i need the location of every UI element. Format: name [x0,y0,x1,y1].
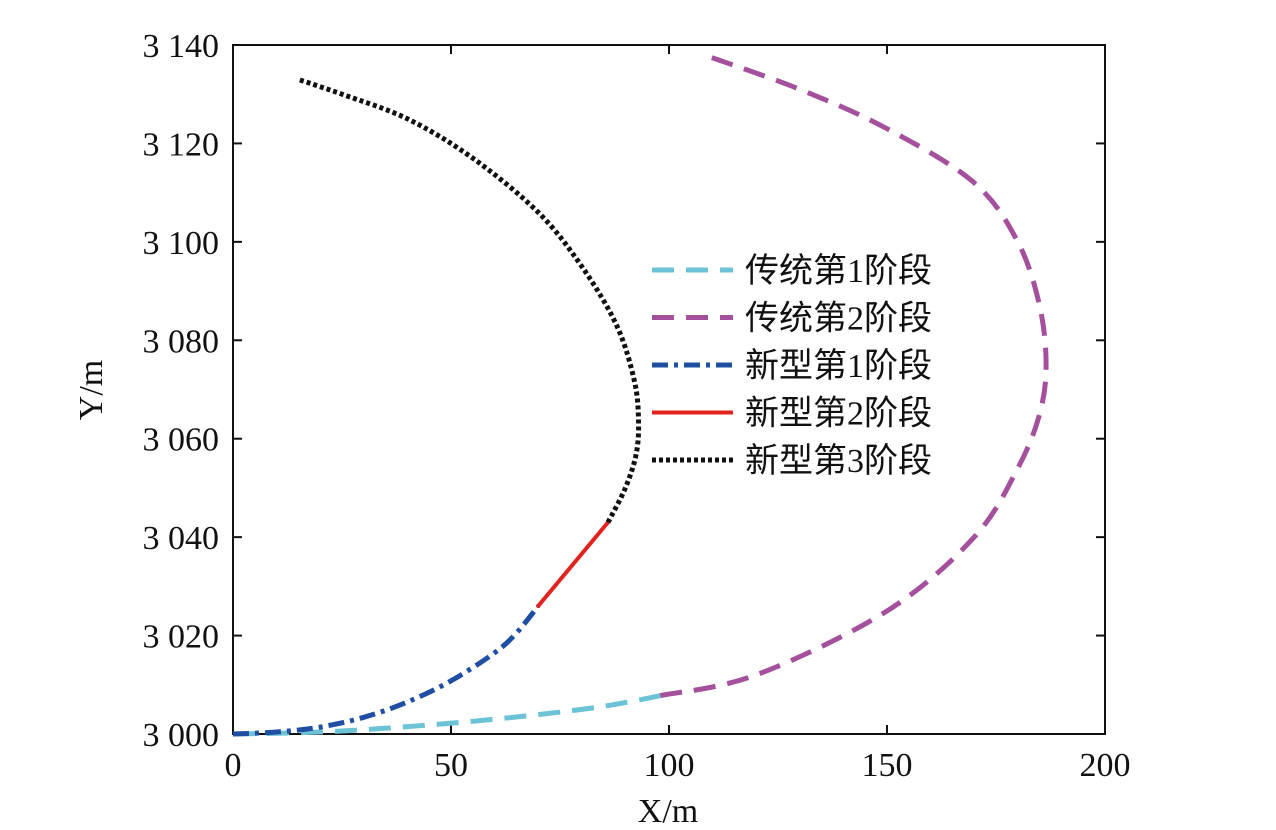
plot-frame [232,44,1106,735]
y-tick-label: 3 060 [143,422,220,459]
legend-entry: 传统第2阶段 [652,300,932,338]
x-tick-label: 150 [862,747,913,784]
tick-marks [232,44,1106,735]
series-line-5 [297,77,642,524]
legend-label: 新型第2阶段 [745,395,932,433]
y-tick-label: 3 120 [143,126,220,163]
legend-entry: 传统第1阶段 [652,252,932,290]
series-line-1 [232,693,661,737]
legend-label: 新型第1阶段 [745,347,932,385]
y-tick-label: 3 140 [143,28,220,65]
legend-label: 传统第2阶段 [745,300,932,338]
legend-entry: 新型第3阶段 [652,442,932,480]
y-tick-label: 3 080 [143,323,220,360]
y-tick-label: 3 040 [143,520,220,557]
x-tick-label: 100 [644,747,695,784]
series-line-2 [659,52,1049,699]
tick-labels: 0 50 100 150 200 3 000 3 020 3 040 3 060 3 080 3 1… [143,28,1131,784]
y-tick-label: 3 020 [143,619,220,656]
legend-entry: 新型第2阶段 [652,395,932,433]
series-lines [232,52,1049,737]
y-tick-label: 3 100 [143,225,220,262]
y-tick-label: 3 000 [143,717,220,754]
series-line-3 [232,604,541,737]
y-axis-label: Y/m [73,360,110,420]
legend-label: 传统第1阶段 [745,252,932,290]
x-tick-label: 200 [1080,747,1131,784]
x-axis-label: X/m [638,793,698,830]
series-line-4 [536,520,610,608]
x-tick-label: 50 [434,747,468,784]
legend-label: 新型第3阶段 [745,442,932,480]
x-tick-label: 0 [225,747,242,784]
legend-entry: 新型第1阶段 [652,347,932,385]
